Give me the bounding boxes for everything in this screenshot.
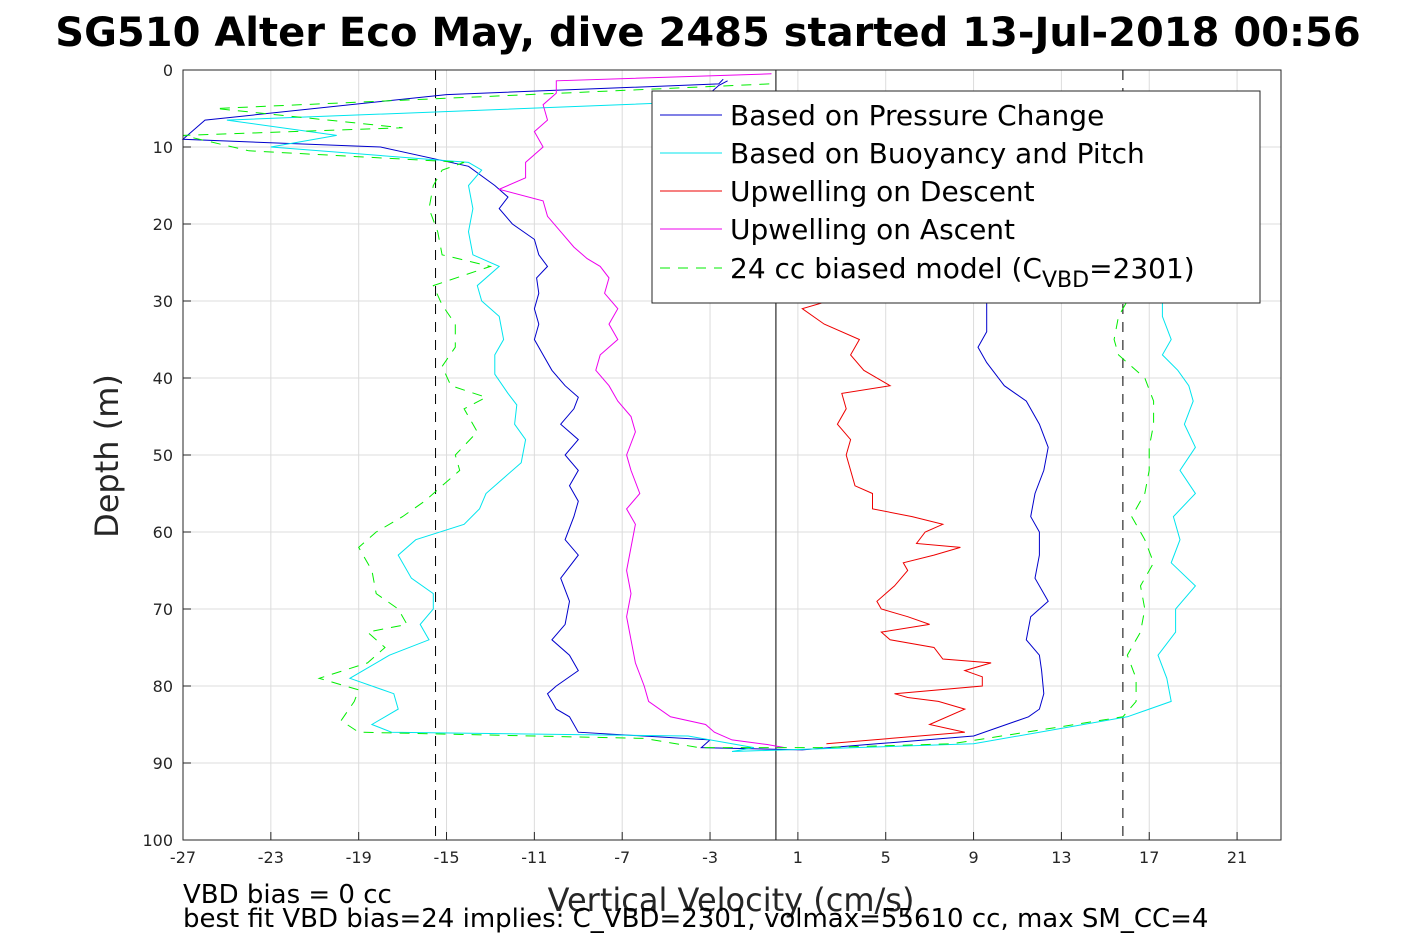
x-tick-label: -7: [614, 848, 630, 867]
legend-label-subscript: VBD: [1042, 268, 1089, 293]
y-tick-label: 90: [153, 754, 173, 773]
legend-label: Upwelling on Descent: [730, 175, 1035, 208]
plot-frame: [182, 69, 1282, 841]
y-tick-label: 40: [153, 369, 173, 388]
best-fit-note: best fit VBD bias=24 implies: C_VBD=2301…: [183, 904, 1208, 934]
y-tick-label: 20: [153, 215, 173, 234]
y-tick-label: 30: [153, 292, 173, 311]
legend-box: [651, 90, 1261, 304]
series-line-3: [497, 73, 785, 749]
y-tick-label: 80: [153, 677, 173, 696]
legend-entry-pressure-change: Based on Pressure Change: [660, 99, 1104, 132]
legend-entry-upwelling-descent: Upwelling on Descent: [660, 175, 1035, 208]
x-tick-label: 21: [1227, 848, 1247, 867]
legend: Based on Pressure Change Based on Buoyan…: [651, 90, 1261, 304]
x-tick-label: -15: [433, 848, 459, 867]
legend-entry-biased-model: 24 cc biased model (CVBD=2301): [660, 252, 1195, 293]
y-tick-label: 100: [142, 831, 173, 850]
x-tick-label: -27: [170, 848, 196, 867]
series-line-1: [226, 100, 1197, 752]
x-tick-label: -19: [346, 848, 372, 867]
x-tick-label: 9: [968, 848, 978, 867]
series-layer: [181, 73, 1197, 752]
x-tick-labels: -27 -23 -19 -15 -11 -7 -3 1 5 9 13 17 21: [170, 848, 1247, 867]
legend-entry-buoyancy-pitch: Based on Buoyancy and Pitch: [660, 137, 1145, 170]
y-tick-labels: 0 10 20 30 40 50 60 70 80 90 100: [142, 61, 173, 850]
y-tick-label: 70: [153, 600, 173, 619]
legend-label: 24 cc biased model (CVBD=2301): [730, 252, 1195, 293]
vbd-bias-note: VBD bias = 0 cc: [183, 880, 392, 910]
legend-label-prefix: 24 cc biased model (C: [730, 252, 1042, 285]
y-tick-label: 0: [163, 61, 173, 80]
y-tick-label: 50: [153, 446, 173, 465]
x-tick-label: 13: [1051, 848, 1071, 867]
legend-entry-upwelling-ascent: Upwelling on Ascent: [660, 213, 1015, 246]
legend-label-suffix: =2301): [1089, 252, 1195, 285]
x-tick-label: 17: [1139, 848, 1159, 867]
x-tick-label: -23: [258, 848, 284, 867]
x-axis-title: Vertical Velocity (cm/s): [548, 881, 915, 919]
legend-label: Based on Buoyancy and Pitch: [730, 137, 1145, 170]
legend-label: Based on Pressure Change: [730, 99, 1104, 132]
x-tick-label: 1: [793, 848, 803, 867]
legend-label: Upwelling on Ascent: [730, 213, 1015, 246]
y-tick-label: 60: [153, 523, 173, 542]
x-tick-label: 5: [881, 848, 891, 867]
series-line-4: [182, 83, 1155, 749]
x-tick-label: -11: [521, 848, 547, 867]
y-axis-title: Depth (m): [88, 374, 126, 538]
y-tick-label: 10: [153, 138, 173, 157]
chart-title: SG510 Alter Eco May, dive 2485 started 1…: [55, 10, 1360, 56]
series-line-0: [181, 78, 1049, 751]
x-tick-label: -3: [702, 848, 718, 867]
series-line-2: [801, 300, 992, 745]
